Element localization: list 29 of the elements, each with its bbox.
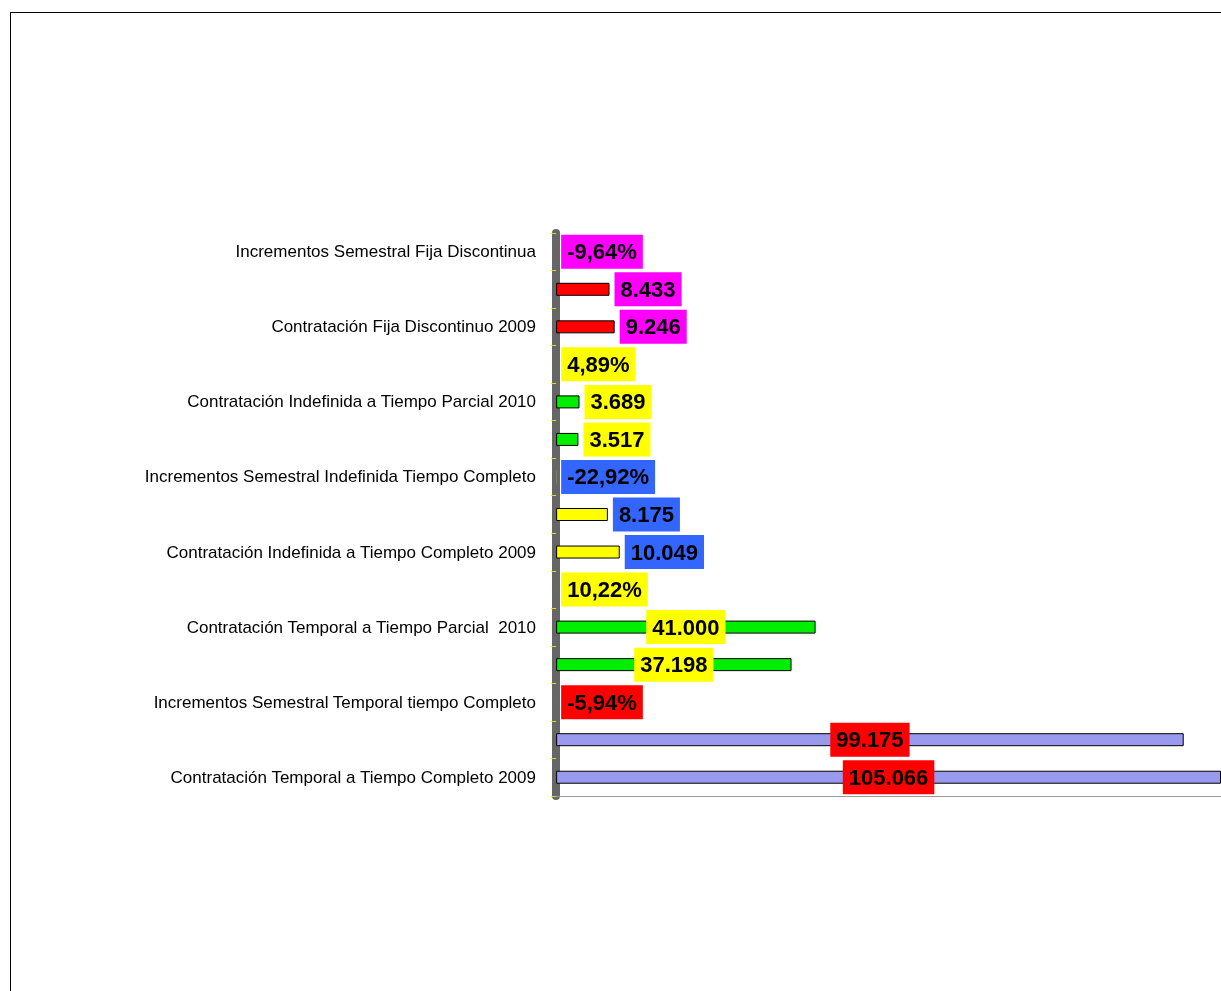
y-tick-label: Incrementos Semestral Temporal tiempo Completo bbox=[153, 692, 536, 712]
y-tick-label: Contratación Fija Discontinuo 2009 bbox=[271, 317, 536, 337]
y-tick-label: Incrementos Semestral Fija Discontinua bbox=[235, 242, 537, 262]
data-label: 8.433 bbox=[620, 276, 676, 302]
bar bbox=[556, 545, 620, 559]
data-label: -9,64% bbox=[567, 239, 637, 265]
bar bbox=[556, 395, 580, 409]
data-label: 8.175 bbox=[618, 502, 674, 527]
data-label: -5,94% bbox=[567, 689, 637, 715]
data-label: -22,92% bbox=[567, 464, 650, 490]
bar bbox=[556, 432, 579, 446]
data-label: 4,89% bbox=[567, 351, 630, 377]
data-label: 10,22% bbox=[567, 577, 642, 603]
y-tick-label: Contratación Temporal a Tiempo Parcial 2010 bbox=[186, 617, 536, 637]
y-tick-label: Contratación Temporal a Tiempo Completo 2009 bbox=[170, 767, 536, 787]
data-label: 3.517 bbox=[589, 426, 645, 452]
bar bbox=[556, 508, 608, 521]
bar bbox=[556, 320, 615, 334]
data-label: 99.175 bbox=[836, 727, 904, 753]
data-label: 9.246 bbox=[625, 314, 681, 340]
data-label: 37.198 bbox=[640, 652, 708, 678]
y-tick-label: Contratación Indefinida a Tiempo Parcial 2010 bbox=[187, 392, 536, 412]
data-label: 10.049 bbox=[630, 539, 699, 565]
data-label: 105.066 bbox=[848, 764, 929, 790]
bar bbox=[556, 282, 610, 296]
y-tick-label: Contratación Indefinida a Tiempo Completo 2009 bbox=[166, 542, 536, 562]
y-tick-label: Incrementos Semestral Indefinida Tiempo Completo bbox=[144, 467, 536, 487]
data-label: 41.000 bbox=[652, 614, 720, 640]
data-label: 3.689 bbox=[590, 389, 646, 415]
